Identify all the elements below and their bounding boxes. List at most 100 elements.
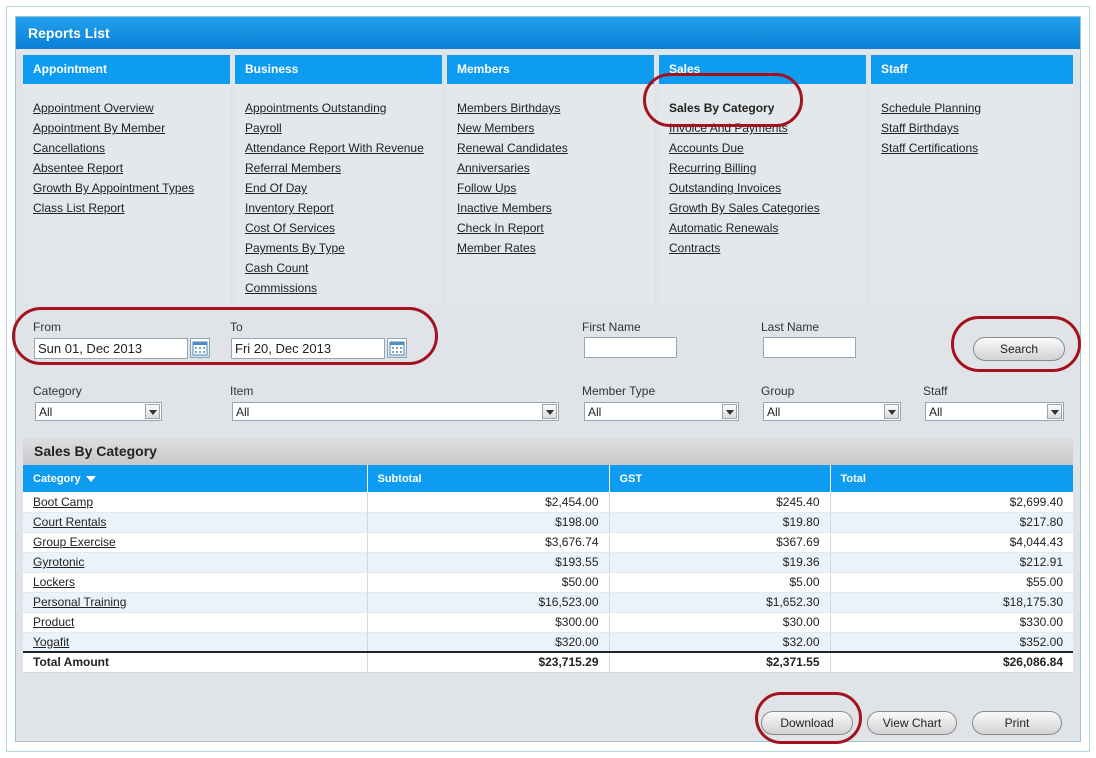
column-links: Schedule Planning Staff Birthdays Staff Ce… xyxy=(871,84,1073,158)
category-cell: Boot Camp xyxy=(23,492,368,513)
total-cell: $2,699.40 xyxy=(830,492,1073,513)
category-select[interactable]: All xyxy=(35,402,162,421)
chevron-down-icon[interactable] xyxy=(542,404,557,419)
report-link[interactable]: Payments By Type xyxy=(245,241,345,255)
report-link[interactable]: Class List Report xyxy=(33,201,125,215)
report-link[interactable]: Appointment Overview xyxy=(33,101,154,115)
group-label: Group xyxy=(761,384,795,398)
table-row: Personal Training $16,523.00 $1,652.30 $18,… xyxy=(23,592,1073,613)
report-link[interactable]: Cancellations xyxy=(33,141,106,155)
category-link[interactable]: Group Exercise xyxy=(33,535,116,549)
report-link[interactable]: Referral Members xyxy=(245,161,342,175)
chevron-down-icon[interactable] xyxy=(884,404,899,419)
report-link[interactable]: Anniversaries xyxy=(457,161,530,175)
sales-table-title: Sales By Category xyxy=(23,438,1073,465)
last-name-input[interactable] xyxy=(763,337,856,358)
category-link[interactable]: Court Rentals xyxy=(33,515,107,529)
report-link[interactable]: Inventory Report xyxy=(245,201,334,215)
report-link[interactable]: Staff Birthdays xyxy=(881,121,959,135)
view-chart-button[interactable]: View Chart xyxy=(867,711,957,735)
report-link[interactable]: Inactive Members xyxy=(457,201,552,215)
category-cell: Lockers xyxy=(23,572,368,593)
staff-select[interactable]: All xyxy=(925,402,1064,421)
report-column-sales: Sales Sales By Category Invoice And Payme… xyxy=(659,55,866,303)
column-header-total[interactable]: Total xyxy=(830,465,1073,492)
category-cell: Yogafit xyxy=(23,632,368,653)
report-link[interactable]: Appointment By Member xyxy=(33,121,166,135)
report-link[interactable]: Contracts xyxy=(669,241,721,255)
report-column-staff: Staff Schedule Planning Staff Birthdays St… xyxy=(871,55,1073,303)
report-link[interactable]: Attendance Report With Revenue xyxy=(245,141,424,155)
total-cell: $217.80 xyxy=(830,512,1073,533)
report-link[interactable]: Check In Report xyxy=(457,221,544,235)
subtotal-cell: $193.55 xyxy=(367,552,610,573)
category-link[interactable]: Yogafit xyxy=(33,634,70,649)
category-link[interactable]: Lockers xyxy=(33,575,76,589)
report-link[interactable]: Staff Certifications xyxy=(881,141,979,155)
column-header-subtotal[interactable]: Subtotal xyxy=(367,465,610,492)
total-cell: $330.00 xyxy=(830,612,1073,633)
column-header: Business xyxy=(235,55,442,84)
report-link[interactable]: Cost Of Services xyxy=(245,221,336,235)
report-link[interactable]: Appointments Outstanding xyxy=(245,101,387,115)
column-header-category[interactable]: Category xyxy=(23,465,368,492)
from-label: From xyxy=(33,320,61,334)
staff-select-value: All xyxy=(929,405,943,419)
gst-cell: $245.40 xyxy=(609,492,831,513)
column-header: Members xyxy=(447,55,654,84)
download-button[interactable]: Download xyxy=(761,711,853,735)
chevron-down-icon[interactable] xyxy=(1047,404,1062,419)
report-link[interactable]: Absentee Report xyxy=(33,161,124,175)
report-link[interactable]: Cash Count xyxy=(245,261,309,275)
actions-bar: Download View Chart Print xyxy=(23,674,1073,736)
category-link[interactable]: Boot Camp xyxy=(33,494,94,509)
gst-cell: $5.00 xyxy=(609,572,831,593)
from-date-input[interactable] xyxy=(34,338,188,359)
category-link[interactable]: Product xyxy=(33,615,75,629)
total-cell: $18,175.30 xyxy=(830,592,1073,613)
report-link[interactable]: Outstanding Invoices xyxy=(669,181,782,195)
column-header-label: Category xyxy=(33,472,81,485)
search-button[interactable]: Search xyxy=(973,337,1065,361)
report-link[interactable]: New Members xyxy=(457,121,535,135)
report-link[interactable]: Commissions xyxy=(245,281,318,295)
member-type-select-value: All xyxy=(588,405,602,419)
group-select[interactable]: All xyxy=(763,402,901,421)
column-header-gst[interactable]: GST xyxy=(609,465,831,492)
report-link[interactable]: Growth By Appointment Types xyxy=(33,181,195,195)
table-row: Product $300.00 $30.00 $330.00 xyxy=(23,612,1073,633)
report-link[interactable]: Schedule Planning xyxy=(881,101,982,115)
report-link[interactable]: Payroll xyxy=(245,121,282,135)
column-links: Appointments Outstanding Payroll Attendanc… xyxy=(235,84,442,298)
table-row: Lockers $50.00 $5.00 $55.00 xyxy=(23,572,1073,593)
report-link[interactable]: Invoice And Payments xyxy=(669,121,788,135)
category-select-value: All xyxy=(39,405,53,419)
report-link[interactable]: Renewal Candidates xyxy=(457,141,568,155)
subtotal-cell: $2,454.00 xyxy=(367,492,610,513)
report-link[interactable]: Member Rates xyxy=(457,241,536,255)
report-link[interactable]: Growth By Sales Categories xyxy=(669,201,820,215)
report-link[interactable]: Follow Ups xyxy=(457,181,517,195)
member-type-select[interactable]: All xyxy=(584,402,739,421)
first-name-input[interactable] xyxy=(584,337,677,358)
to-calendar-icon[interactable] xyxy=(387,338,407,358)
print-button[interactable]: Print xyxy=(972,711,1062,735)
report-link[interactable]: Members Birthdays xyxy=(457,101,561,115)
from-calendar-icon[interactable] xyxy=(190,338,210,358)
total-cell: $55.00 xyxy=(830,572,1073,593)
report-link[interactable]: Sales By Category xyxy=(669,101,775,115)
first-name-label: First Name xyxy=(582,320,641,334)
category-label: Category xyxy=(33,384,82,398)
report-link[interactable]: Recurring Billing xyxy=(669,161,757,175)
chevron-down-icon[interactable] xyxy=(722,404,737,419)
report-link[interactable]: Accounts Due xyxy=(669,141,744,155)
report-link[interactable]: Automatic Renewals xyxy=(669,221,779,235)
report-link[interactable]: End Of Day xyxy=(245,181,308,195)
total-total-cell: $26,086.84 xyxy=(830,651,1073,673)
to-date-input[interactable] xyxy=(231,338,385,359)
category-link[interactable]: Personal Training xyxy=(33,595,127,609)
gst-cell: $32.00 xyxy=(609,632,831,653)
chevron-down-icon[interactable] xyxy=(145,404,160,419)
category-link[interactable]: Gyrotonic xyxy=(33,555,85,569)
item-select[interactable]: All xyxy=(232,402,559,421)
